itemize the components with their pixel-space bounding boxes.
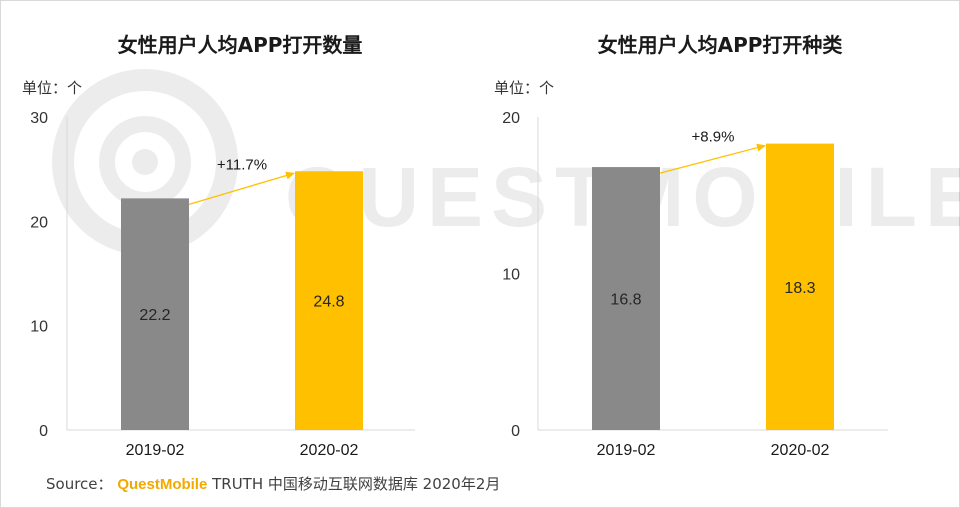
chart-left-growth-arrow xyxy=(188,171,295,206)
chart-left-value-label-2020-02: 24.8 xyxy=(313,294,344,311)
chart-left-category-label-2020-02: 2020-02 xyxy=(300,442,359,459)
chart-left-unit-label: 单位：个 xyxy=(22,79,82,97)
chart-right-bar-2020-02 xyxy=(766,143,834,431)
chart-right-value-label-2020-02: 18.3 xyxy=(784,280,815,297)
chart-left: 女性用户人均APP打开数量 单位：个 0 10 20 30 22.2 24.8 201… xyxy=(22,33,415,459)
chart-right-y-tick-10: 10 xyxy=(502,267,520,284)
chart-right-bar-2019-02 xyxy=(592,167,660,430)
chart-right-y-ticks: 0 10 20 xyxy=(502,110,520,440)
chart-right-category-label-2019-02: 2019-02 xyxy=(597,442,656,459)
chart-left-bar-2019-02 xyxy=(121,198,189,430)
chart-right-value-label-2019-02: 16.8 xyxy=(610,292,641,309)
chart-left-title: 女性用户人均APP打开数量 xyxy=(118,33,363,57)
source-note: Source： QuestMobile TRUTH 中国移动互联网数据库 202… xyxy=(46,473,500,494)
source-label: Source： xyxy=(46,475,113,493)
chart-right-y-tick-20: 20 xyxy=(502,110,520,127)
chart-left-category-label-2019-02: 2019-02 xyxy=(126,442,185,459)
chart-left-y-ticks: 0 10 20 30 xyxy=(30,110,48,440)
chart-right-growth-label: +8.9% xyxy=(692,129,735,146)
chart-right-unit-label: 单位：个 xyxy=(494,79,554,97)
chart-left-growth-label: +11.7% xyxy=(217,156,267,173)
chart-left-y-tick-0: 0 xyxy=(39,423,48,440)
source-detail: TRUTH 中国移动互联网数据库 2020年2月 xyxy=(212,475,501,493)
chart-left-y-tick-20: 20 xyxy=(30,214,48,231)
chart-left-value-label-2019-02: 22.2 xyxy=(139,307,170,324)
chart-right-growth-arrow xyxy=(659,143,766,174)
chart-right-title: 女性用户人均APP打开种类 xyxy=(598,33,843,57)
watermark-logo-dot xyxy=(132,149,158,175)
chart-left-bar-2020-02 xyxy=(295,171,363,430)
chart-right-y-tick-0: 0 xyxy=(511,423,520,440)
chart-right: 女性用户人均APP打开种类 单位：个 0 10 20 16.8 18.3 2019-… xyxy=(494,33,888,459)
chart-left-y-tick-30: 30 xyxy=(30,110,48,127)
source-brand: QuestMobile xyxy=(117,476,208,493)
chart-right-category-label-2020-02: 2020-02 xyxy=(771,442,830,459)
chart-left-y-tick-10: 10 xyxy=(30,319,48,336)
